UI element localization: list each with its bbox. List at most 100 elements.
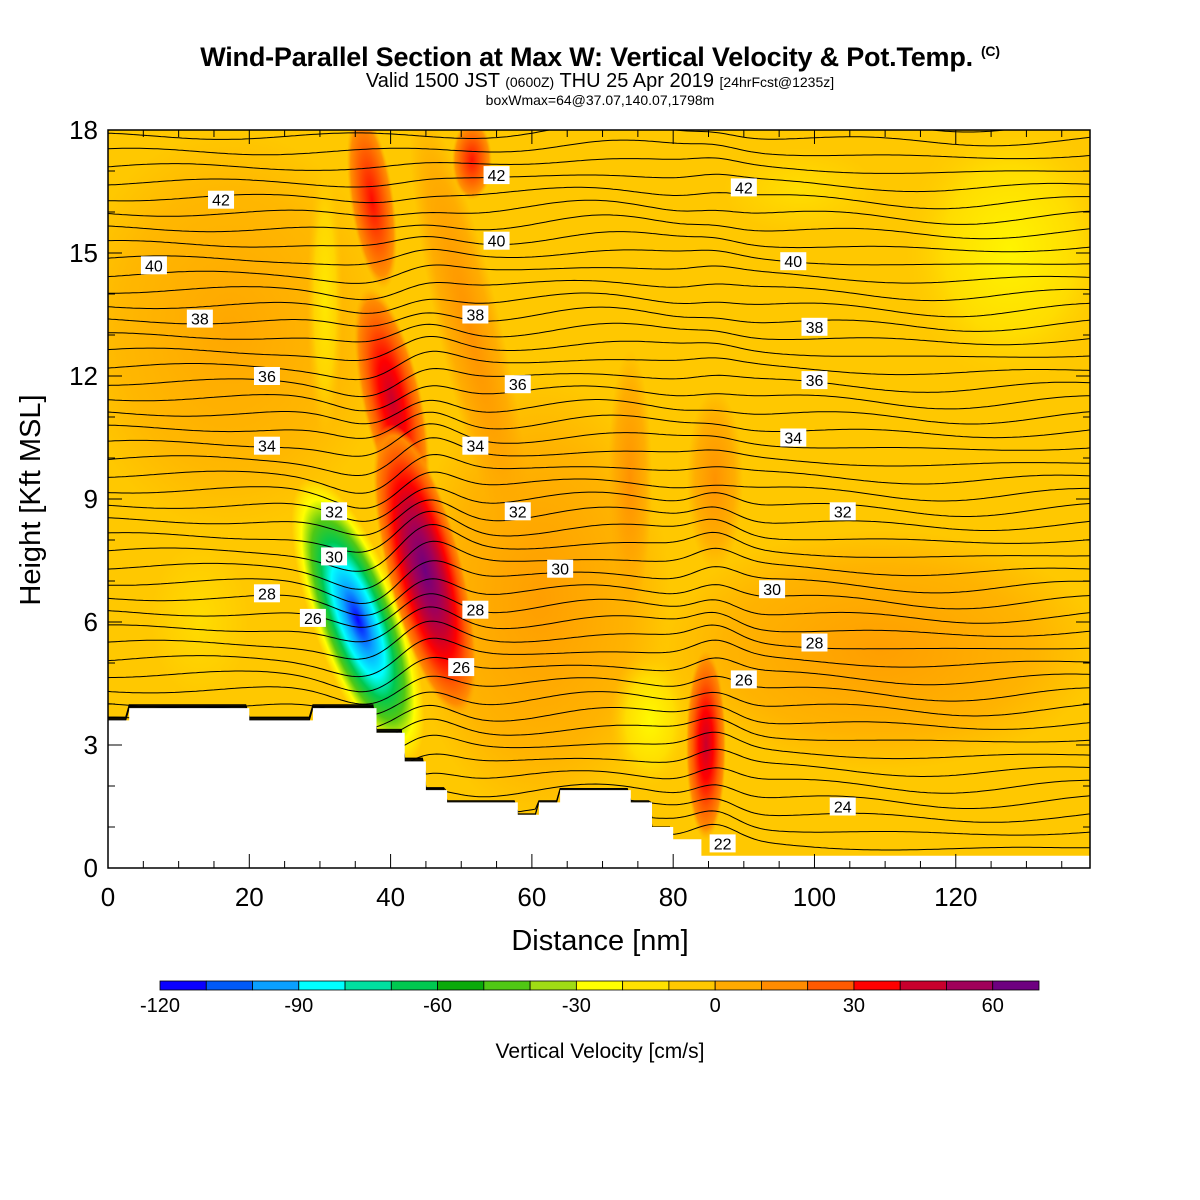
colorbar-tick-label: 60	[982, 995, 1004, 1017]
colorbar-swatch	[483, 980, 531, 991]
contour-label-box	[829, 797, 856, 816]
colorbar-swatch	[529, 980, 577, 991]
contour-label-box	[483, 166, 510, 185]
colorbar-swatch	[159, 980, 207, 991]
theta-contour-line	[108, 510, 1090, 553]
field-region	[307, 160, 343, 440]
colorbar-tick-label: 30	[843, 995, 865, 1017]
contour-label-text: 34	[784, 431, 802, 448]
contour-label: 36	[253, 367, 280, 386]
contour-label-text: 26	[452, 660, 470, 677]
theta-contour-line	[108, 214, 1090, 240]
x-tick-label: 80	[659, 882, 688, 912]
colorbar-swatch	[390, 980, 438, 991]
contour-label-box	[299, 608, 326, 627]
x-axis-label: Distance [nm]	[511, 925, 688, 957]
subtitle-z: (0600Z)	[505, 74, 555, 90]
colorbar-swatch	[575, 980, 624, 991]
contour-label: 30	[547, 559, 574, 579]
colorbar-swatch	[437, 980, 485, 991]
field-region	[687, 390, 743, 570]
colorbar-swatch	[807, 980, 855, 991]
contour-label: 32	[829, 502, 856, 521]
contour-label-box	[208, 190, 235, 209]
theta-contour-line	[108, 453, 1090, 494]
field-region	[608, 350, 652, 610]
contour-label-text: 40	[488, 234, 506, 251]
theta-contour-line	[108, 248, 1090, 266]
y-tick-label: 15	[69, 238, 98, 268]
theta-contour-line	[108, 523, 1090, 572]
contour-label: 24	[829, 797, 856, 817]
subtitle-fcst: [24hrFcst@1235z]	[719, 74, 835, 90]
contour-label-box	[253, 584, 280, 603]
contour-label: 32	[321, 502, 348, 521]
contour-label-box	[253, 367, 280, 385]
colorbar: -120 -90 -60 -30 0 30 60	[140, 980, 1040, 1017]
colorbar-swatch	[668, 980, 716, 991]
contour-label-box	[483, 231, 510, 250]
theta-contour-line	[108, 706, 1090, 836]
theta-contour-line	[108, 322, 1090, 346]
y-tick-label: 3	[84, 730, 98, 760]
contour-label: 26	[448, 658, 475, 677]
contour-label-box	[321, 502, 348, 521]
contour-label-box	[730, 670, 757, 689]
contour-label: 36	[801, 371, 828, 390]
field-region	[346, 130, 398, 290]
title-mark: (C)	[980, 43, 1000, 59]
contour-label: 28	[801, 633, 828, 653]
theta-contour-line	[108, 130, 1090, 147]
contour-label: 30	[321, 547, 348, 566]
theta-contour-line	[108, 706, 1090, 823]
contour-label-text: 28	[806, 636, 824, 653]
contour-label-box	[140, 256, 167, 275]
colorbar-swatch	[252, 980, 300, 991]
contour-label-text: 38	[191, 312, 209, 329]
contour-label-box	[801, 317, 828, 336]
contour-label-box	[801, 633, 828, 652]
field-region	[690, 130, 910, 250]
colorbar-swatch	[714, 980, 762, 991]
contour-label: 34	[462, 436, 489, 456]
contour-label-box	[462, 600, 489, 619]
x-tick-label: 20	[235, 882, 264, 912]
theta-contour-line	[108, 620, 1090, 660]
x-tick-label: 120	[934, 882, 977, 912]
colorbar-swatch	[992, 980, 1040, 991]
theta-contour-line	[108, 231, 1090, 253]
contour-label: 40	[780, 252, 807, 271]
colorbar-swatch	[899, 980, 947, 991]
contour-label-text: 36	[258, 369, 276, 386]
colorbar-swatch	[946, 980, 994, 991]
field-region	[409, 130, 531, 555]
theta-contour-line	[108, 705, 1090, 809]
chart-title: Wind-Parallel Section at Max W: Vertical…	[0, 42, 1200, 73]
contour-label-box	[829, 502, 856, 521]
contour-label-text: 42	[735, 180, 753, 197]
theta-contour-line	[108, 499, 1090, 536]
x-tick-label: 0	[101, 882, 115, 912]
theta-contour-line	[108, 471, 1090, 509]
x-tick-label: 100	[793, 882, 836, 912]
theta-contour-line	[108, 336, 1090, 361]
x-tick-label: 40	[376, 882, 405, 912]
theta-contour-line	[108, 675, 1090, 705]
contour-label-text: 28	[466, 603, 484, 620]
theta-contour-line	[108, 656, 1090, 693]
chart-subtitle: Valid 1500 JST (0600Z) THU 25 Apr 2019 […	[0, 70, 1200, 93]
contour-label-box	[321, 547, 348, 566]
theta-contour-line	[108, 437, 1090, 476]
contour-label: 40	[483, 231, 510, 251]
theta-contour-line	[108, 560, 1090, 605]
theta-contour-line	[927, 130, 1009, 133]
contour-label-text: 34	[258, 439, 276, 456]
contour-label-box	[504, 375, 531, 394]
contour-label: 28	[253, 584, 280, 603]
field-region	[373, 424, 477, 716]
colorbar-swatch	[205, 980, 253, 991]
y-tick-label: 12	[69, 361, 98, 391]
y-tick-label: 9	[84, 484, 98, 514]
contour-label-text: 30	[325, 549, 343, 566]
